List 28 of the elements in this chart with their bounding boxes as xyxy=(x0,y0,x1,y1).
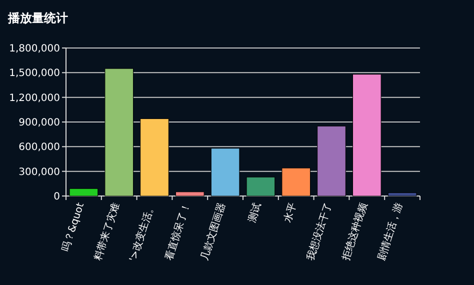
bar xyxy=(104,68,134,196)
bar xyxy=(282,168,311,196)
bar xyxy=(69,188,98,196)
bar xyxy=(175,192,204,196)
bar xyxy=(246,176,276,196)
y-tick-label: 900,000 xyxy=(18,118,60,128)
chart-title: 播放量统计 xyxy=(7,11,68,25)
x-tick-label: '>改变生活。 xyxy=(127,201,158,264)
x-tick-label: 拒绝这种视频 xyxy=(339,201,370,263)
bar xyxy=(352,74,382,196)
x-tick-label: 水平 xyxy=(281,201,299,224)
x-tick-label: 测试 xyxy=(246,201,264,224)
y-tick-label: 1,800,000 xyxy=(9,44,60,54)
y-tick-label: 1,200,000 xyxy=(9,92,60,104)
bar xyxy=(317,126,346,196)
x-tick-label: 剧情生活，游 xyxy=(375,201,406,262)
bar xyxy=(210,148,240,196)
y-tick-label: 600,000 xyxy=(18,142,60,154)
x-tick-label: 吗？&quot xyxy=(60,201,87,253)
y-tick-label: 0 xyxy=(54,192,60,202)
bar xyxy=(388,192,417,196)
x-tick-label: 料带来了灾难 xyxy=(92,201,122,262)
x-tick-label: 看直惊呆了！ xyxy=(162,201,193,262)
x-tick-label: 我想没法干了 xyxy=(304,201,334,262)
x-tick-label: 几款文图画器 xyxy=(198,201,228,262)
bar xyxy=(140,118,169,196)
y-tick-label: 300,000 xyxy=(18,166,60,178)
y-tick-label: 1,500,000 xyxy=(9,68,60,80)
